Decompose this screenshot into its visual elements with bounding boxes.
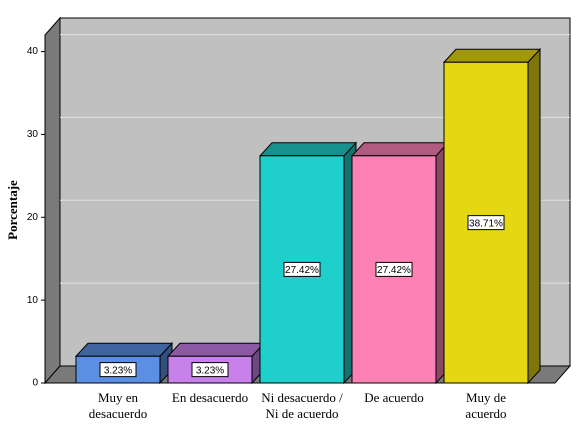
bar-top bbox=[442, 48, 542, 63]
x-tick-label: Ni desacuerdo / Ni de acuerdo bbox=[261, 390, 343, 421]
value-label-box bbox=[467, 215, 505, 231]
value-label: 3.23% bbox=[104, 365, 132, 376]
x-tick-label: Muy de acuerdo bbox=[465, 390, 506, 421]
y-axis-label: Porcentaje bbox=[5, 180, 20, 240]
bar-front bbox=[75, 355, 161, 384]
bar-side bbox=[527, 47, 541, 385]
y-tick-label: 0 bbox=[32, 378, 38, 389]
x-tick-label: Muy en desacuerdo bbox=[89, 390, 147, 421]
y-tick-label: 30 bbox=[27, 129, 39, 140]
value-label: 27.42% bbox=[377, 265, 411, 276]
value-label: 3.23% bbox=[196, 365, 224, 376]
value-label: 27.42% bbox=[285, 265, 319, 276]
value-label: 38.71% bbox=[469, 218, 503, 229]
bar-top bbox=[74, 342, 174, 357]
y-tick-label: 10 bbox=[27, 295, 39, 306]
bar-top bbox=[258, 142, 358, 157]
value-label-box bbox=[283, 261, 321, 277]
left-wall bbox=[44, 16, 61, 385]
bar-top bbox=[350, 142, 450, 157]
x-tick-label: De acuerdo bbox=[364, 390, 424, 405]
value-label-box bbox=[99, 362, 137, 378]
y-tick-label: 40 bbox=[27, 46, 39, 57]
bar-top bbox=[166, 342, 266, 357]
x-tick-label: En desacuerdo bbox=[172, 390, 248, 405]
y-tick-label: 20 bbox=[27, 212, 39, 223]
value-label-box bbox=[375, 261, 413, 277]
value-label-box bbox=[191, 362, 229, 378]
